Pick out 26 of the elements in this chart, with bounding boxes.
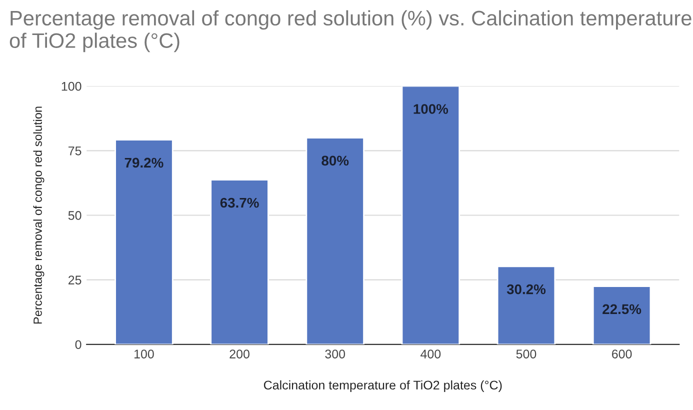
x-axis-title: Calcination temperature of TiO2 plates (°C): [264, 380, 502, 392]
x-tick-label: 100: [134, 350, 154, 358]
bar: [306, 137, 364, 344]
y-tick-label: 50: [68, 211, 82, 220]
y-tick-label: 25: [68, 276, 82, 284]
bar: [210, 179, 269, 344]
bar: [496, 266, 556, 344]
y-tick-label: 0: [75, 340, 82, 350]
bar: [592, 286, 652, 344]
bar: [114, 139, 174, 344]
y-tick-label: 75: [68, 146, 82, 156]
x-tick-label: 300: [325, 350, 346, 358]
data-label: 100%: [414, 104, 448, 114]
y-axis-title: Percentage removal of congo red solution: [33, 106, 44, 324]
data-label: 80%: [322, 156, 349, 166]
data-label: 79.2%: [124, 158, 164, 168]
data-label: 22.5%: [602, 304, 642, 314]
x-tick-label: 200: [230, 350, 250, 358]
data-label: 30.2%: [506, 284, 546, 294]
x-tick-label: 400: [420, 350, 441, 358]
chart-title: Percentage removal of congo red solution (%) vs. Calcination temperature of TiO2 plates (°C): [10, 10, 692, 52]
x-tick-label: 600: [612, 350, 632, 358]
y-tick-label: 100: [62, 82, 82, 91]
x-tick-label: 500: [516, 350, 536, 358]
data-label: 63.7%: [220, 198, 259, 208]
bar: [401, 86, 460, 344]
